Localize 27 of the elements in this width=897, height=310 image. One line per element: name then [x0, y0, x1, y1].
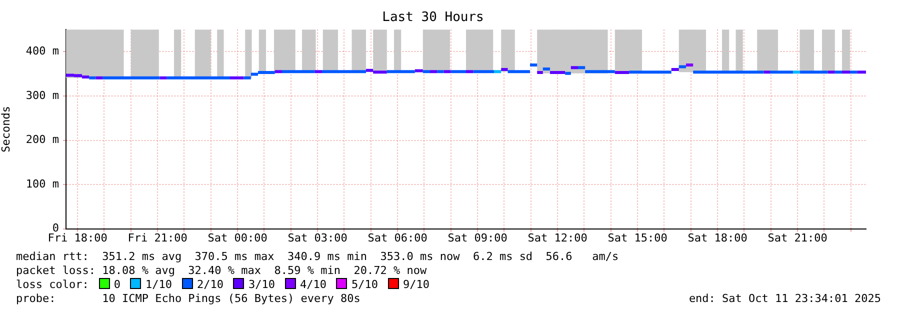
legend-label: 2/10: [196, 278, 224, 291]
x-tick-label: Sat 03:00: [288, 231, 348, 244]
chart-title: Last 30 Hours: [382, 10, 484, 26]
legend-label: 5/10: [351, 278, 378, 291]
y-axis-title: Seconds: [0, 106, 12, 152]
y-tick-label: 400 m: [26, 44, 60, 58]
x-tick-label: Sat 15:00: [608, 231, 668, 244]
text: end: Sat Oct 11 23:34:01 2025: [688, 292, 881, 305]
legend-label: 1/10: [145, 278, 172, 291]
legend-label: 0: [114, 278, 120, 291]
x-tick-label: Sat 00:00: [208, 231, 268, 244]
x-tick-label: Fri 21:00: [128, 231, 188, 244]
y-tick-label: 200 m: [26, 133, 60, 146]
y-tick-label: 100 m: [26, 177, 60, 190]
legend-label: 9/10: [402, 278, 430, 291]
text: median rtt: 351.2 ms avg 370.5 ms max 340.9 ms min 353.0 ms now 6.2 ms sd 56.6 am/s: [16, 250, 619, 263]
x-tick-label: Sat 09:00: [448, 231, 508, 244]
legend-title: loss color:: [16, 278, 89, 291]
y-tick-label: 300 m: [26, 88, 60, 102]
legend-label: 3/10: [248, 278, 275, 291]
x-tick-label: Sat 21:00: [768, 231, 828, 244]
text: packet loss: 18.08 % avg 32.40 % max 8.59 % min 20.72 % now: [16, 264, 427, 277]
text: probe: 10 ICMP Echo Pings (56 Bytes) every 80s: [16, 292, 360, 305]
x-tick-label: Sat 18:00: [688, 231, 748, 244]
x-tick-label: Sat 12:00: [528, 231, 588, 244]
x-tick-label: Sat 06:00: [368, 231, 428, 244]
legend-label: 4/10: [300, 278, 326, 291]
